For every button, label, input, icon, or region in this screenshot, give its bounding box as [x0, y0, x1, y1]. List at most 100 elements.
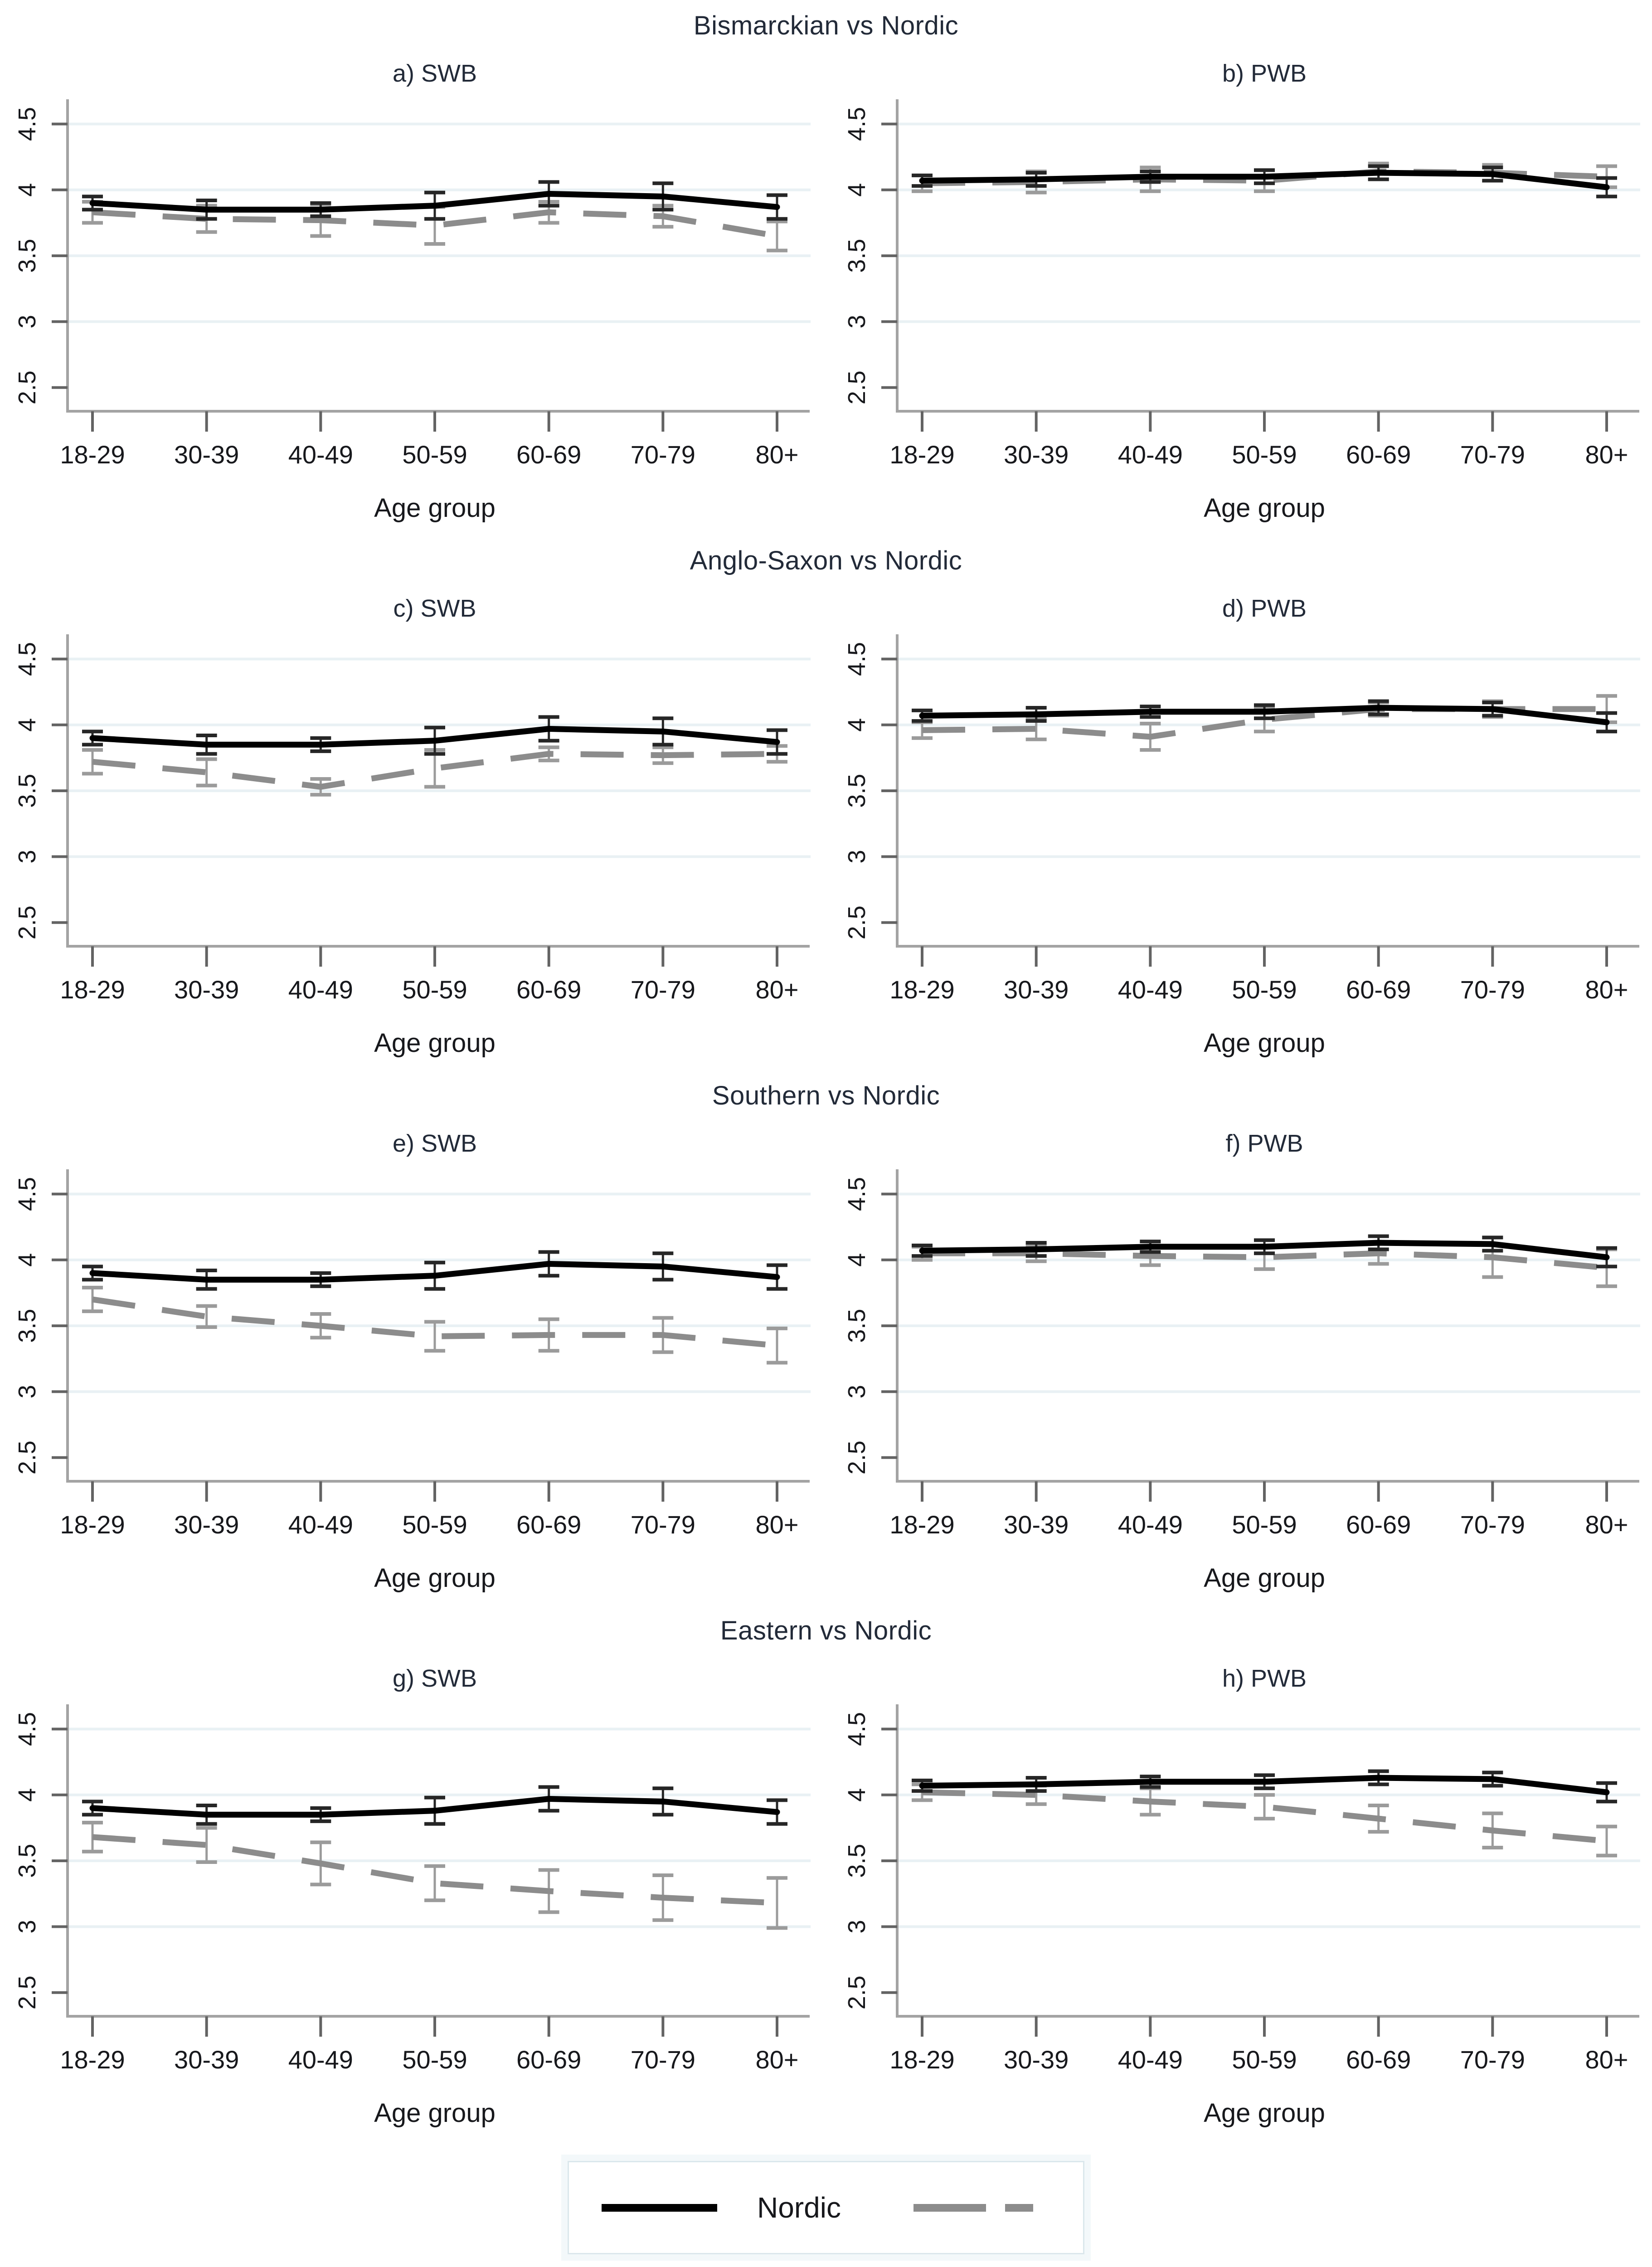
plot-svg: 2.5 3 3.5 4 4.5 18-29 30-39 40-49 50-59 60-69 70-7… — [14, 634, 811, 1058]
y-tick-label: 3.5 — [843, 1844, 870, 1878]
x-tick-label: 60-69 — [1346, 2045, 1411, 2074]
plot-area: 2.5 3 3.5 4 4.5 18-29 30-39 40-49 50-59 60-69 70-7… — [836, 96, 1643, 535]
dash-segment — [913, 2204, 986, 2212]
y-tick-label: 4 — [843, 183, 870, 197]
x-tick-label: 30-39 — [1004, 2045, 1069, 2074]
plot-area: 2.5 3 3.5 4 4.5 18-29 30-39 40-49 50-59 60-69 70-7… — [6, 96, 813, 535]
x-tick-label: 30-39 — [1004, 440, 1069, 469]
series-line-nordic — [919, 1775, 1610, 1795]
series-line-nordic — [89, 191, 780, 213]
y-axis-ticks: 2.5 3 3.5 4 4.5 — [843, 107, 897, 404]
error-bars-nordic — [912, 699, 1617, 734]
x-tick-label: 40-49 — [1118, 2045, 1183, 2074]
plot-area: 2.5 3 3.5 4 4.5 18-29 30-39 40-49 50-59 60-69 70-7… — [836, 1166, 1643, 1605]
x-tick-label: 50-59 — [1232, 2045, 1297, 2074]
y-axis-ticks: 2.5 3 3.5 4 4.5 — [843, 1712, 897, 2009]
x-tick-label: 40-49 — [288, 1510, 353, 1539]
gridlines — [68, 1727, 811, 1928]
gridlines — [68, 1192, 811, 1393]
series-line-nordic — [89, 726, 780, 748]
series-line-nordic — [919, 1240, 1610, 1260]
panel-a: a) SWB 2.5 3 3.5 4 4.5 18-29 30-39 40-49 50-59 60… — [6, 51, 813, 535]
y-tick-label: 2.5 — [14, 1440, 41, 1474]
panel-title: c) SWB — [393, 595, 476, 622]
x-axis-ticks: 18-29 30-39 40-49 50-59 60-69 70-79 80+ — [889, 1481, 1628, 1539]
panel-title: a) SWB — [392, 60, 477, 87]
series-line-eastern — [92, 1834, 777, 1906]
x-tick-label: 40-49 — [1118, 975, 1183, 1004]
gridlines — [897, 122, 1640, 323]
gridlines — [897, 1192, 1640, 1393]
series-line-nordic — [919, 705, 1610, 725]
y-tick-label: 3 — [843, 1920, 870, 1933]
panel-b: b) PWB 2.5 3 3.5 4 4.5 18-29 30-39 40-49 50-59 60… — [836, 51, 1643, 535]
y-tick-label: 3 — [14, 1385, 41, 1398]
x-tick-label: 30-39 — [1004, 1510, 1069, 1539]
panel-title: g) SWB — [392, 1665, 477, 1692]
x-tick-label: 40-49 — [288, 2045, 353, 2074]
y-axis-ticks: 2.5 3 3.5 4 4.5 — [14, 1177, 68, 1474]
row-title: Southern vs Nordic — [712, 1080, 940, 1110]
x-tick-label: 18-29 — [889, 1510, 954, 1539]
x-tick-label: 30-39 — [174, 440, 239, 469]
plot-area: 2.5 3 3.5 4 4.5 18-29 30-39 40-49 50-59 60-69 70-7… — [6, 1701, 813, 2140]
panel-e: e) SWB 2.5 3 3.5 4 4.5 18-29 30-39 40-49 50-59 60… — [6, 1121, 813, 1605]
series-line-bismarckian — [92, 209, 778, 239]
plot-svg: 2.5 3 3.5 4 4.5 18-29 30-39 40-49 50-59 60-69 70-7… — [843, 1169, 1640, 1593]
legend-box: Nordic — [568, 2161, 1084, 2254]
y-tick-label: 4 — [14, 183, 41, 197]
y-tick-label: 2.5 — [843, 1975, 870, 2009]
x-tick-label: 80+ — [756, 1510, 799, 1539]
x-axis-ticks: 18-29 30-39 40-49 50-59 60-69 70-79 80+ — [60, 1481, 799, 1539]
series-line-southern — [92, 1296, 777, 1349]
y-tick-label: 3 — [843, 850, 870, 863]
series-line-nordic — [89, 1796, 780, 1818]
x-tick-label: 80+ — [756, 440, 799, 469]
x-tick-label: 80+ — [1585, 1510, 1628, 1539]
y-tick-label: 3 — [14, 1920, 41, 1933]
dash-segment — [1005, 2204, 1033, 2212]
x-tick-label: 60-69 — [1346, 975, 1411, 1004]
x-tick-label: 30-39 — [174, 1510, 239, 1539]
x-tick-label: 80+ — [1585, 2045, 1628, 2074]
x-axis-ticks: 18-29 30-39 40-49 50-59 60-69 70-79 80+ — [60, 2016, 799, 2074]
panel-title: b) PWB — [1222, 60, 1307, 87]
x-tick-label: 70-79 — [1460, 1510, 1525, 1539]
x-tick-label: 70-79 — [1460, 440, 1525, 469]
panel-d: d) PWB 2.5 3 3.5 4 4.5 18-29 30-39 40-49 50-59 60… — [836, 586, 1643, 1070]
chart-row-2: Anglo-Saxon vs Nordic c) SWB 2.5 3 3.5 4 4.5… — [0, 535, 1652, 1070]
y-tick-label: 3.5 — [14, 1844, 41, 1878]
comparison-line-sample — [913, 2204, 1033, 2212]
y-tick-label: 4.5 — [14, 1177, 41, 1211]
x-tick-label: 50-59 — [1232, 1510, 1297, 1539]
y-tick-label: 3.5 — [843, 1309, 870, 1343]
y-tick-label: 4 — [14, 1788, 41, 1802]
series-line-southern — [922, 1250, 1607, 1271]
plot-svg: 2.5 3 3.5 4 4.5 18-29 30-39 40-49 50-59 60-69 70-7… — [14, 99, 811, 523]
nordic-line-sample — [602, 2204, 718, 2212]
x-tick-label: 70-79 — [1460, 975, 1525, 1004]
x-tick-label: 70-79 — [631, 975, 695, 1004]
y-tick-label: 4.5 — [14, 107, 41, 141]
plot-svg: 2.5 3 3.5 4 4.5 18-29 30-39 40-49 50-59 60-69 70-7… — [843, 634, 1640, 1058]
y-tick-label: 2.5 — [14, 905, 41, 939]
gridlines — [68, 657, 811, 858]
gridlines — [68, 122, 811, 323]
panel-pair: c) SWB 2.5 3 3.5 4 4.5 18-29 30-39 40-49 50-59 60… — [0, 586, 1652, 1070]
x-axis-ticks: 18-29 30-39 40-49 50-59 60-69 70-79 80+ — [60, 411, 799, 469]
panel-pair: e) SWB 2.5 3 3.5 4 4.5 18-29 30-39 40-49 50-59 60… — [0, 1121, 1652, 1605]
y-tick-label: 4 — [843, 1788, 870, 1802]
y-tick-label: 3.5 — [14, 774, 41, 808]
x-axis-title: Age group — [374, 2098, 496, 2128]
x-tick-label: 70-79 — [1460, 2045, 1525, 2074]
y-tick-label: 2.5 — [843, 370, 870, 404]
y-tick-label: 4.5 — [14, 1712, 41, 1746]
chart-grid: Bismarckian vs Nordic a) SWB 2.5 3 3.5 4 4.5… — [0, 0, 1652, 2140]
x-axis-ticks: 18-29 30-39 40-49 50-59 60-69 70-79 80+ — [60, 946, 799, 1004]
y-tick-label: 3 — [843, 315, 870, 328]
series-line-anglo-saxon — [92, 751, 777, 790]
x-tick-label: 40-49 — [1118, 440, 1183, 469]
row-title: Eastern vs Nordic — [720, 1615, 932, 1645]
chart-row-1: Bismarckian vs Nordic a) SWB 2.5 3 3.5 4 4.5… — [0, 0, 1652, 535]
